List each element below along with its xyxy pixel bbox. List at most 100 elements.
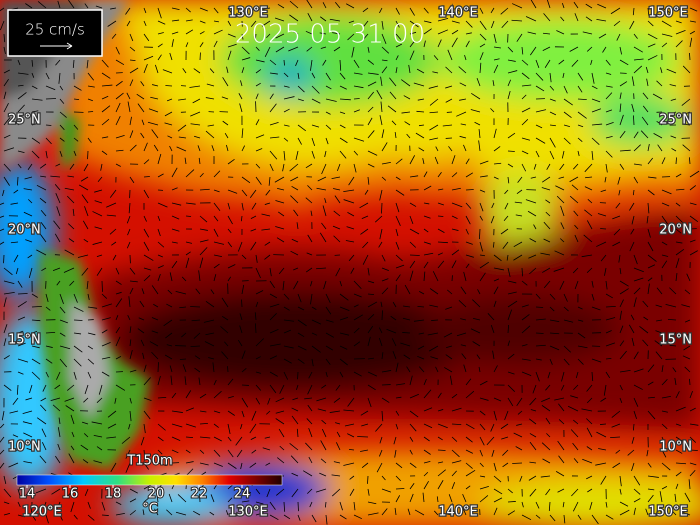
- vector: [395, 241, 400, 250]
- vector: [465, 241, 473, 245]
- vector: [157, 173, 164, 178]
- vector: [87, 358, 95, 365]
- vector: [17, 176, 19, 186]
- vector: [325, 371, 328, 378]
- vector: [640, 130, 649, 139]
- vector: [380, 76, 383, 87]
- vector: [675, 202, 681, 207]
- vector: [521, 163, 527, 172]
- vector: [521, 119, 529, 126]
- vector: [441, 512, 453, 516]
- vector: [255, 82, 261, 87]
- vector: [563, 293, 568, 302]
- vector: [290, 250, 299, 256]
- vector: [675, 436, 684, 443]
- vector: [647, 202, 650, 214]
- vector: [353, 371, 362, 377]
- vector: [91, 421, 103, 425]
- vector: [646, 449, 649, 457]
- vector: [558, 403, 565, 412]
- vector: [241, 410, 245, 418]
- vector: [238, 93, 243, 100]
- vector: [297, 332, 305, 338]
- vector: [367, 475, 369, 484]
- vector: [165, 85, 173, 87]
- vector: [451, 37, 458, 48]
- vector: [577, 85, 583, 93]
- vector: [493, 488, 503, 495]
- vector: [402, 332, 411, 334]
- vector: [3, 384, 12, 391]
- vector: [647, 20, 654, 27]
- vector: [194, 355, 201, 360]
- vector: [143, 55, 154, 61]
- vector: [657, 144, 663, 152]
- scale-label: 25 cm/s: [25, 21, 85, 39]
- vector: [319, 472, 327, 477]
- vector: [317, 176, 327, 182]
- vector: [633, 254, 638, 265]
- vector: [73, 293, 78, 303]
- vector: [512, 462, 523, 464]
- vector: [3, 297, 7, 308]
- vector: [115, 280, 122, 285]
- vector: [95, 5, 103, 9]
- vector: [465, 189, 474, 191]
- vector: [491, 449, 495, 457]
- vector: [64, 397, 75, 402]
- vector: [668, 506, 677, 516]
- vector: [560, 205, 565, 217]
- vector: [52, 404, 61, 412]
- vector: [52, 267, 61, 271]
- vector: [171, 215, 180, 220]
- vector: [367, 163, 375, 168]
- vector: [577, 150, 580, 157]
- vector: [31, 150, 40, 159]
- vector: [335, 422, 341, 425]
- vector: [227, 158, 235, 165]
- vector: [250, 228, 257, 232]
- vector: [573, 1, 579, 9]
- vector: [367, 59, 375, 65]
- vector: [493, 462, 497, 472]
- vector: [143, 410, 151, 420]
- vector: [521, 344, 528, 347]
- vector: [675, 423, 681, 426]
- vector: [528, 418, 537, 425]
- vector: [619, 81, 628, 87]
- vector: [577, 137, 583, 143]
- vector: [353, 341, 361, 347]
- vector: [255, 267, 261, 279]
- vector: [633, 351, 639, 360]
- vector: [255, 384, 262, 391]
- vector: [619, 325, 624, 334]
- vector: [633, 507, 636, 516]
- lat-label-left: 20°N: [8, 223, 41, 238]
- vector: [656, 319, 663, 322]
- vector: [429, 137, 439, 141]
- vector: [632, 189, 635, 196]
- vector: [464, 54, 467, 61]
- vector: [164, 111, 173, 117]
- vector: [418, 124, 425, 127]
- vector: [660, 67, 663, 74]
- vector: [283, 72, 289, 78]
- vector: [577, 358, 584, 365]
- vector: [316, 397, 327, 402]
- vector: [409, 31, 417, 35]
- vector: [689, 407, 696, 412]
- vector: [302, 470, 313, 477]
- vector: [571, 184, 579, 191]
- vector: [98, 384, 103, 395]
- vector: [45, 306, 51, 311]
- vector: [619, 501, 629, 507]
- vector: [226, 66, 229, 74]
- vector: [254, 33, 257, 41]
- vector: [418, 332, 425, 335]
- vector: [395, 264, 405, 269]
- vector: [507, 501, 516, 503]
- vector: [535, 85, 545, 92]
- vector: [451, 449, 460, 458]
- vector: [446, 289, 453, 295]
- vector: [40, 175, 47, 178]
